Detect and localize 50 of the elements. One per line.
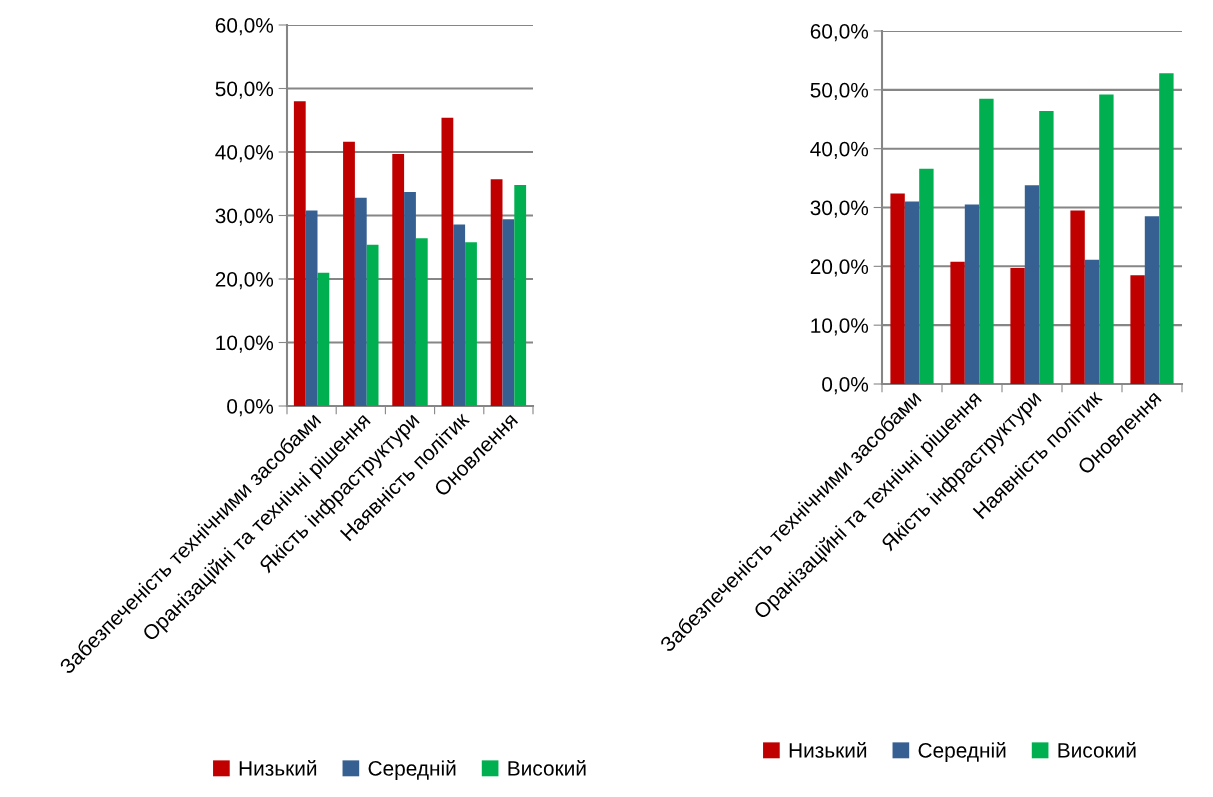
bar	[904, 201, 920, 384]
bar	[317, 272, 330, 406]
bar	[1144, 216, 1160, 384]
legend-label: Середній	[368, 760, 456, 780]
bar	[441, 117, 454, 406]
y-tick-label: 50,0%	[215, 81, 274, 99]
bar	[465, 242, 477, 406]
bar	[453, 224, 466, 406]
y-tick-label: 60,0%	[810, 24, 869, 42]
bar	[343, 141, 355, 406]
y-tick-label: 0,0%	[822, 377, 869, 395]
y-tick-label: 20,0%	[810, 259, 869, 277]
bar	[1024, 185, 1040, 384]
legend-label: Високий	[1058, 742, 1136, 758]
bar	[1070, 210, 1085, 384]
y-tick-label: 10,0%	[811, 318, 869, 336]
bar	[415, 238, 428, 406]
bar	[404, 192, 416, 406]
bar	[919, 168, 934, 384]
bar	[1039, 111, 1054, 384]
y-tick-label: 0,0%	[227, 399, 274, 417]
y-tick-label: 40,0%	[810, 141, 869, 159]
bar	[964, 204, 980, 384]
bar	[1099, 94, 1114, 384]
y-tick-label: 50,0%	[810, 82, 869, 101]
bar	[305, 210, 318, 406]
bar	[514, 185, 527, 406]
y-tick-label: 60,0%	[215, 18, 274, 36]
bar	[1084, 259, 1100, 384]
y-tick-label: 10,0%	[216, 335, 274, 353]
bar	[293, 101, 306, 406]
bar	[1159, 73, 1174, 384]
legend-label: Низький	[789, 742, 867, 758]
bar	[392, 153, 405, 406]
bar	[1130, 275, 1145, 384]
bar	[950, 261, 965, 384]
bar	[354, 197, 367, 406]
bar	[490, 179, 503, 406]
y-tick-label: 30,0%	[810, 200, 869, 218]
bar	[366, 244, 379, 406]
bar	[979, 98, 994, 384]
y-tick-label: 30,0%	[215, 208, 274, 226]
bar	[1010, 268, 1025, 384]
legend-label: Середній	[918, 742, 1006, 762]
legend-label: Низький	[239, 760, 317, 776]
legend-label: Високий	[508, 760, 586, 776]
bar	[502, 219, 515, 406]
y-tick-label: 40,0%	[215, 145, 274, 163]
y-tick-label: 20,0%	[215, 272, 274, 290]
bar	[890, 193, 905, 384]
